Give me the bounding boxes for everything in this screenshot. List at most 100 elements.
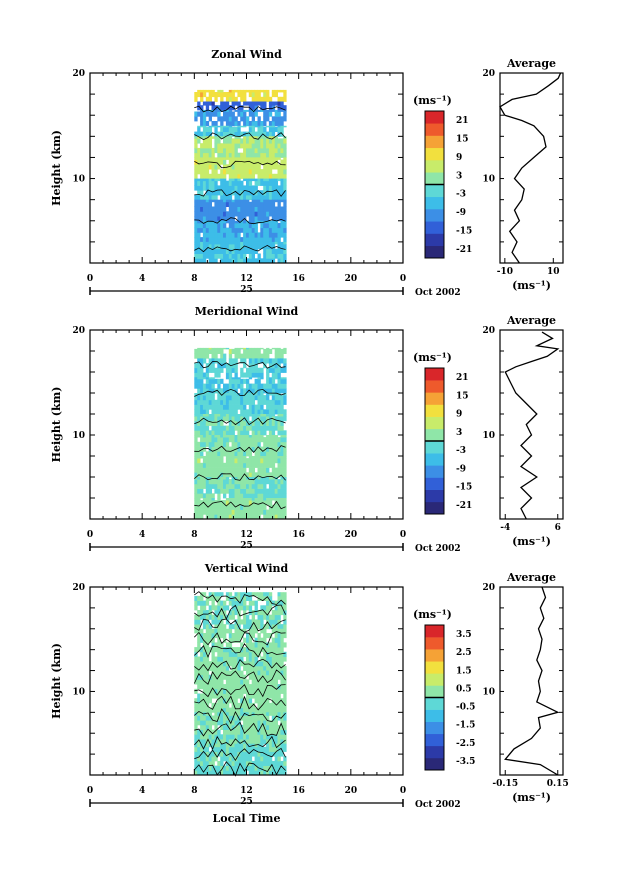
heatmap-cell	[277, 430, 281, 436]
heatmap-cell	[251, 131, 255, 137]
heatmap-cell	[200, 96, 204, 102]
heatmap-cell	[283, 458, 287, 464]
heatmap-cell	[223, 388, 227, 394]
colorbar-label: -9	[456, 208, 466, 218]
heatmap-cell	[266, 500, 270, 506]
heatmap-cell	[268, 131, 273, 137]
heatmap-cell	[217, 743, 221, 748]
heatmap-cell	[211, 679, 215, 685]
profile-x-axis-label: (ms⁻¹)	[512, 535, 551, 548]
colorbar-swatch	[425, 428, 444, 442]
heatmap-cell	[266, 514, 270, 520]
heatmap-cell	[194, 628, 198, 634]
heatmap-cell	[263, 152, 267, 158]
heatmap-cell	[228, 435, 233, 438]
heatmap-cell	[254, 456, 258, 459]
heatmap-cell	[254, 493, 258, 499]
heatmap-cell	[266, 724, 270, 730]
heatmap-cell	[266, 479, 270, 485]
heatmap-cell	[277, 253, 281, 259]
heatmap-cell	[220, 404, 224, 410]
heatmap-cell	[220, 765, 224, 771]
heatmap-cell	[208, 248, 212, 254]
heatmap-cell	[223, 211, 227, 217]
heatmap-cell	[266, 614, 270, 620]
heatmap-cell	[266, 456, 270, 459]
heatmap-cell	[283, 509, 287, 515]
heatmap-cell	[225, 399, 230, 405]
heatmap-cell	[254, 194, 258, 201]
heatmap-cell	[202, 724, 207, 730]
heatmap-cell	[197, 483, 201, 489]
heatmap-cell	[263, 633, 267, 639]
heatmap-cell	[234, 393, 238, 396]
heatmap-cell	[208, 610, 212, 616]
heatmap-cell	[251, 227, 255, 233]
x-tick-label: 16	[292, 274, 305, 284]
heatmap-cell	[234, 180, 238, 186]
heatmap-cell	[228, 372, 233, 378]
heatmap-cell	[228, 679, 233, 685]
heatmap-cell	[266, 147, 270, 154]
heatmap-cell	[240, 404, 244, 410]
heatmap-cell	[202, 173, 207, 179]
heatmap-cell	[205, 498, 210, 501]
heatmap-cell	[263, 414, 267, 417]
heatmap-cell	[223, 395, 227, 401]
heatmap-cell	[268, 173, 273, 179]
heatmap-cell	[197, 136, 201, 139]
heatmap-cell	[228, 628, 233, 634]
heatmap-cell	[228, 237, 233, 243]
heatmap-cell	[237, 253, 241, 259]
heatmap-cell	[274, 504, 278, 510]
heatmap-cell	[263, 693, 267, 699]
heatmap-cell	[246, 651, 250, 657]
heatmap-cell	[268, 679, 273, 685]
heatmap-cell	[197, 698, 201, 704]
profile-x-label: -10	[497, 267, 513, 277]
heatmap-cell	[266, 509, 270, 515]
heatmap-cell	[194, 456, 198, 459]
heatmap-cell	[263, 441, 267, 447]
heatmap-cell	[251, 416, 255, 422]
heatmap-cell	[237, 377, 241, 380]
heatmap-cell	[271, 92, 276, 98]
heatmap-cell	[234, 456, 238, 459]
heatmap-cell	[271, 199, 276, 203]
heatmap-cell	[208, 684, 212, 690]
heatmap-cell	[268, 101, 273, 106]
heatmap-cell	[202, 393, 207, 396]
heatmap-cell	[254, 472, 258, 478]
heatmap-cell	[271, 367, 276, 373]
heatmap-cell	[248, 462, 253, 468]
heatmap-cell	[283, 358, 287, 364]
heatmap-cell	[200, 760, 204, 766]
contour-line	[194, 217, 286, 225]
heatmap-cell	[251, 169, 255, 175]
heatmap-cell	[254, 498, 258, 501]
heatmap-cell	[283, 222, 287, 229]
y-tick-label: 10	[72, 431, 85, 441]
heatmap-cell	[280, 248, 284, 254]
heatmap-cell	[277, 619, 281, 625]
heatmap-cell	[225, 157, 230, 160]
heatmap-cell	[246, 437, 250, 443]
heatmap-cell	[211, 451, 215, 457]
heatmap-cell	[194, 425, 198, 431]
heatmap-cell	[220, 751, 224, 757]
heatmap-cell	[257, 702, 261, 708]
heatmap-cell	[231, 409, 235, 415]
heatmap-cell	[254, 642, 258, 648]
heatmap-cell	[205, 383, 210, 389]
heatmap-cell	[240, 399, 244, 405]
heatmap-cell	[211, 483, 215, 489]
heatmap-cell	[208, 220, 212, 224]
heatmap-cell	[228, 729, 233, 735]
heatmap-cell	[254, 739, 258, 745]
heatmap-cell	[237, 378, 241, 384]
heatmap-cell	[243, 138, 247, 144]
heatmap-cell	[217, 348, 221, 354]
colorbar-swatch	[425, 501, 444, 515]
heatmap-cell	[208, 399, 212, 405]
heatmap-cell	[208, 222, 212, 229]
